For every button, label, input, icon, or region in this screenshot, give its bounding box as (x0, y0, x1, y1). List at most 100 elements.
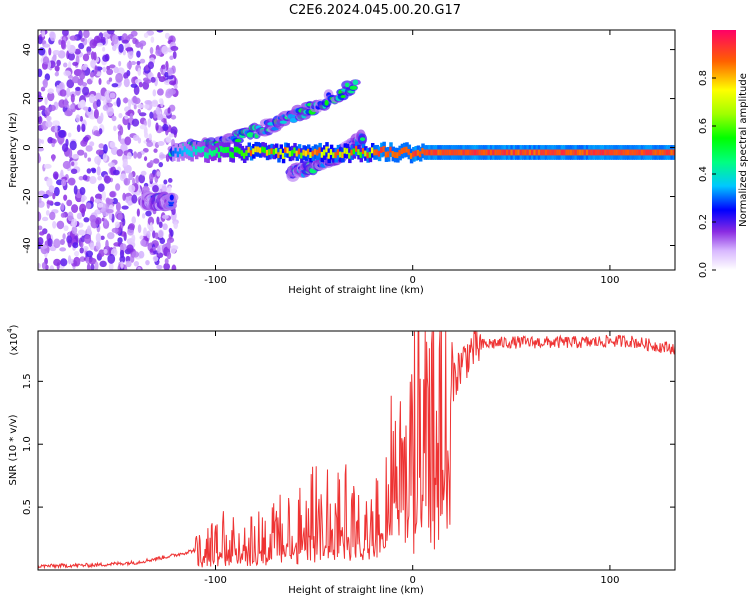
band-core (190, 151, 194, 158)
noise-speckle (94, 65, 98, 75)
noise-speckle (163, 118, 167, 126)
band-core (645, 149, 649, 156)
band-core (213, 149, 217, 156)
noise-speckle (97, 202, 104, 208)
noise-speckle (118, 113, 123, 119)
noise-speckle (149, 47, 154, 55)
band-core (396, 152, 400, 159)
noise-speckle (133, 261, 140, 267)
band-core (517, 149, 521, 156)
noise-speckle (44, 97, 48, 106)
noise-speckle (89, 71, 95, 78)
band-core (647, 149, 652, 156)
noise-speckle (80, 197, 85, 203)
noise-speckle (163, 179, 168, 185)
band-core (450, 149, 455, 156)
noise-speckle (131, 251, 140, 258)
noise-speckle (124, 115, 129, 120)
noise-speckle (155, 49, 162, 57)
noise-speckle (131, 216, 136, 224)
colorbar-tick-label: 0.2 (698, 214, 709, 230)
band-core (551, 149, 556, 156)
noise-speckle (161, 185, 167, 193)
feature-core (324, 99, 329, 106)
band-core (231, 152, 236, 159)
noise-speckle (80, 241, 84, 248)
band-core (473, 149, 478, 156)
feature-core (352, 79, 359, 86)
band-core (668, 149, 672, 156)
band-core (311, 150, 316, 157)
noise-speckle (167, 185, 172, 194)
band-core (274, 147, 279, 154)
noise-speckle (156, 264, 163, 270)
noise-speckle (96, 99, 101, 107)
noise-speckle (40, 86, 46, 92)
band-core (658, 149, 663, 156)
band-core (537, 149, 542, 156)
noise-speckle (81, 123, 86, 133)
noise-speckle (108, 77, 113, 82)
noise-speckle (95, 217, 102, 225)
band-core (444, 149, 448, 156)
noise-speckle (76, 212, 83, 220)
band-core (478, 149, 482, 156)
noise-speckle (119, 125, 124, 136)
noise-speckle (86, 46, 92, 53)
noise-speckle (146, 141, 154, 148)
x-tick-label: -100 (204, 275, 227, 286)
band-core (272, 148, 277, 155)
band-core (345, 148, 350, 155)
band-core (197, 146, 201, 153)
band-core (670, 149, 674, 156)
band-core (325, 146, 329, 153)
colorbar-tick-label: 0.6 (698, 118, 709, 134)
noise-speckle (111, 83, 119, 88)
noise-speckle (149, 222, 153, 231)
noise-speckle (157, 140, 165, 146)
band-core (284, 146, 288, 153)
noise-speckle (42, 43, 51, 48)
noise-speckle (83, 217, 90, 223)
band-core (368, 151, 373, 158)
band-core (649, 149, 654, 156)
band-core (329, 149, 334, 155)
band-core (448, 149, 453, 156)
band-core (482, 149, 487, 156)
noise-speckle (158, 98, 163, 104)
y-tick-label: 1.5 (22, 373, 33, 389)
band-core (466, 149, 471, 156)
band-core (672, 149, 675, 156)
band-core (542, 149, 546, 156)
noise-speckle (86, 168, 92, 174)
noise-speckle (95, 240, 101, 251)
noise-speckle (122, 158, 128, 167)
band-core (526, 149, 530, 156)
noise-speckle (133, 104, 137, 110)
noise-speckle (73, 256, 81, 267)
noise-speckle (127, 122, 131, 131)
noise-speckle (147, 216, 155, 226)
noise-speckle (67, 52, 76, 61)
y-tick-label: 20 (22, 92, 33, 105)
chart-title: C2E6.2024.045.00.20.G17 (289, 3, 461, 18)
noise-speckle (156, 113, 164, 121)
noise-speckle (66, 87, 71, 98)
band-core (485, 149, 489, 156)
noise-speckle (145, 210, 152, 217)
noise-speckle (38, 47, 46, 56)
noise-speckle (96, 166, 101, 176)
band-core (364, 150, 368, 157)
noise-speckle (52, 50, 61, 56)
noise-speckle (138, 112, 147, 117)
band-core (594, 149, 599, 156)
band-core (421, 147, 425, 154)
band-core (530, 149, 535, 156)
noise-speckle (63, 194, 68, 201)
band-core (638, 149, 642, 156)
noise-speckle (127, 200, 132, 206)
noise-speckle (47, 88, 55, 94)
band-core (524, 149, 528, 156)
noise-speckle (63, 70, 72, 77)
noise-speckle (45, 209, 50, 216)
